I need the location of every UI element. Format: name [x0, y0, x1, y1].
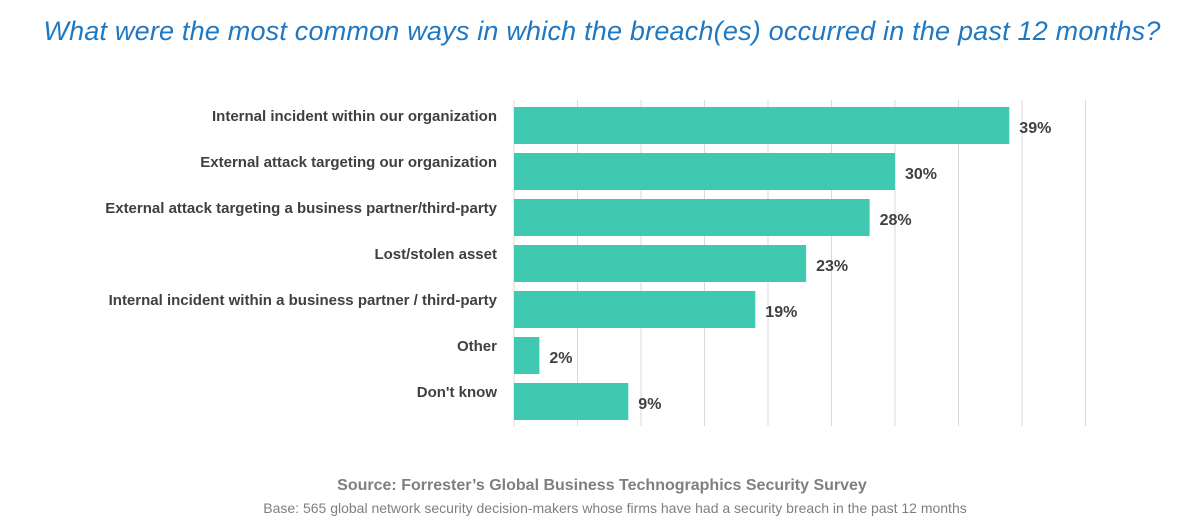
value-label: 9%	[638, 396, 661, 413]
chart-title: What were the most common ways in which …	[43, 16, 1161, 46]
value-label: 39%	[1019, 120, 1051, 137]
bar	[514, 383, 629, 420]
value-label: 28%	[880, 212, 912, 229]
category-label: Other	[457, 338, 497, 355]
bar	[514, 153, 895, 190]
bars	[514, 107, 1010, 420]
category-label: External attack targeting a business par…	[105, 200, 497, 217]
bar	[514, 107, 1010, 144]
category-label: External attack targeting our organizati…	[200, 154, 497, 171]
value-label: 19%	[765, 304, 797, 321]
category-label: Lost/stolen asset	[374, 246, 497, 263]
category-label: Don't know	[417, 384, 498, 401]
bar	[514, 291, 756, 328]
category-labels: Internal incident within our organizatio…	[105, 108, 497, 401]
value-label: 30%	[905, 166, 937, 183]
bar-chart: Internal incident within our organizatio…	[105, 100, 1086, 426]
bar	[514, 199, 870, 236]
bar	[514, 245, 807, 282]
source-note: Source: Forrester’s Global Business Tech…	[337, 477, 867, 494]
category-label: Internal incident within a business part…	[109, 292, 498, 309]
bar	[514, 337, 540, 374]
value-label: 2%	[549, 350, 572, 367]
category-label: Internal incident within our organizatio…	[212, 108, 497, 125]
base-note: Base: 565 global network security decisi…	[263, 500, 967, 516]
value-labels: 39% 30% 28% 23% 19% 2% 9%	[549, 120, 1051, 413]
value-label: 23%	[816, 258, 848, 275]
